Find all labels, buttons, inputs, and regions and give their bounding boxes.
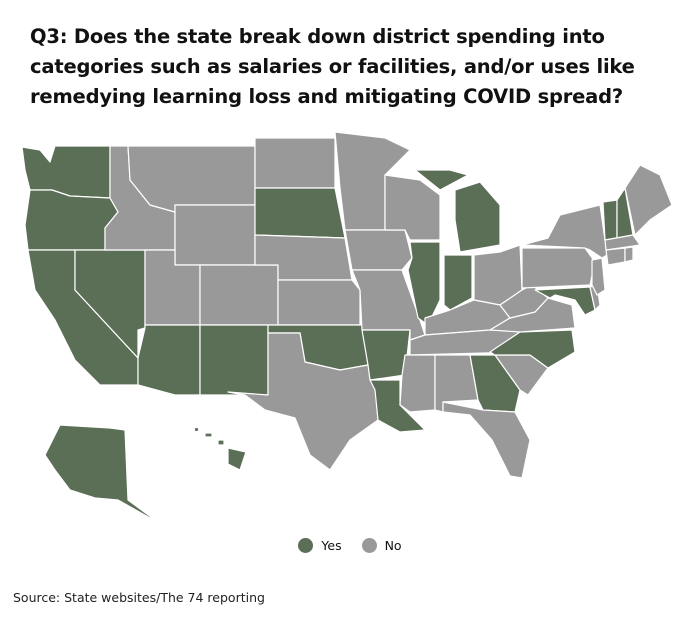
legend-yes-label: Yes	[321, 538, 342, 553]
state-ar	[361, 329, 411, 381]
legend-no-swatch	[361, 538, 377, 553]
state-pa	[521, 247, 596, 289]
state-vt	[602, 199, 618, 241]
page-title: Q3: Does the state break down district s…	[30, 25, 635, 108]
state-ia	[344, 229, 413, 271]
legend: Yes No	[0, 538, 700, 556]
state-il	[407, 241, 441, 326]
state-la	[369, 379, 426, 433]
state-in	[443, 254, 473, 311]
state-ma	[604, 234, 641, 251]
state-me	[624, 164, 673, 236]
state-mi	[414, 169, 501, 253]
state-sd	[254, 187, 346, 239]
state-wy	[174, 204, 256, 266]
state-nm	[199, 324, 269, 396]
state-wv	[499, 284, 549, 319]
state-or	[24, 189, 119, 251]
state-mt	[127, 145, 256, 213]
state-wi	[384, 174, 441, 241]
state-tx	[227, 332, 379, 471]
legend-item-no: No	[361, 538, 402, 553]
legend-no-label: No	[384, 538, 402, 553]
legend-yes-swatch	[298, 538, 314, 553]
state-hi	[193, 426, 247, 471]
state-nd	[254, 137, 336, 189]
state-ri	[624, 246, 634, 263]
state-ak	[44, 424, 174, 526]
state-co	[199, 264, 279, 326]
state-ks	[277, 279, 361, 326]
legend-item-yes: Yes	[298, 538, 342, 553]
state-fl	[442, 401, 531, 479]
source-note: Source: State websites/The 74 reporting	[13, 590, 265, 605]
state-ct	[605, 247, 626, 266]
state-ms	[399, 354, 436, 413]
us-state-map	[21, 131, 673, 526]
state-nj	[591, 257, 606, 296]
state-az	[137, 324, 201, 396]
